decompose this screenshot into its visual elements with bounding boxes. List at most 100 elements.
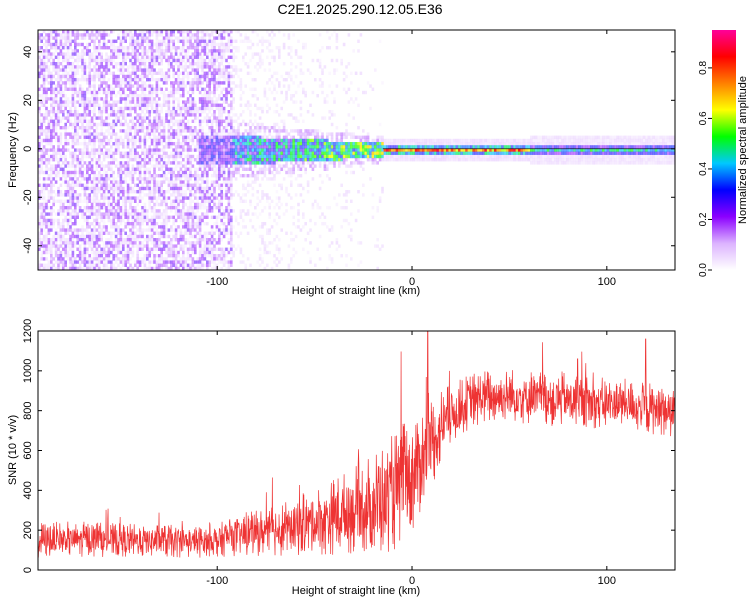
heatmap-cell — [148, 87, 151, 91]
heatmap-cell — [210, 33, 214, 37]
heatmap-cell — [232, 39, 235, 43]
heatmap-cell — [191, 222, 195, 226]
heatmap-cell — [110, 71, 113, 75]
heatmap-cell — [98, 62, 101, 66]
heatmap-cell — [66, 183, 70, 187]
heatmap-cell — [189, 183, 192, 187]
heatmap-cell — [146, 215, 149, 219]
heatmap-cell — [184, 212, 187, 216]
heatmap-cell — [208, 186, 211, 191]
heatmap-cell — [54, 250, 58, 255]
heatmap-cell — [220, 148, 223, 152]
heatmap-cell — [251, 87, 255, 91]
heatmap-cell — [210, 90, 214, 95]
heatmap-cell — [237, 74, 240, 79]
heatmap-cell — [119, 193, 123, 197]
heatmap-cell — [134, 132, 137, 136]
heatmap-cell — [160, 215, 163, 219]
heatmap-cell — [64, 250, 67, 255]
heatmap-cell — [76, 183, 79, 187]
heatmap-cell — [186, 110, 190, 114]
heatmap-cell — [143, 218, 147, 223]
heatmap-cell — [74, 148, 77, 152]
heatmap-cell — [148, 116, 151, 120]
heatmap-cell — [208, 148, 211, 152]
heatmap-cell — [64, 46, 67, 50]
heatmap-cell — [143, 180, 147, 184]
heatmap-cell — [182, 158, 185, 162]
heatmap-cell — [76, 81, 79, 85]
heatmap-cell — [126, 241, 130, 245]
heatmap-cell — [114, 74, 118, 79]
heatmap-cell — [81, 132, 84, 136]
heatmap-cell — [64, 177, 67, 181]
heatmap-cell — [47, 42, 51, 47]
heatmap-cell — [76, 238, 79, 242]
heatmap-cell — [172, 190, 175, 194]
heatmap-cell — [174, 238, 178, 242]
heatmap-cell — [256, 42, 259, 47]
heatmap-cell — [40, 58, 43, 63]
heatmap-cell — [131, 218, 135, 223]
heatmap-cell — [138, 30, 142, 34]
heatmap-cell — [64, 180, 67, 184]
heatmap-cell — [215, 225, 219, 229]
heatmap-cell — [201, 33, 204, 37]
heatmap-cell — [54, 244, 58, 248]
heatmap-cell — [230, 36, 233, 40]
heatmap-cell — [81, 254, 84, 258]
heatmap-cell — [136, 196, 139, 200]
heatmap-cell — [234, 215, 238, 219]
heatmap-cell — [206, 142, 209, 146]
heatmap-cell — [69, 42, 72, 47]
heatmap-cell — [198, 113, 202, 117]
heatmap-cell — [213, 164, 216, 168]
heatmap-cell — [167, 103, 171, 107]
heatmap-cell — [155, 52, 159, 56]
heatmap-cell — [112, 103, 115, 107]
heatmap-cell — [215, 49, 219, 53]
heatmap-cell — [57, 46, 60, 50]
heatmap-cell — [234, 148, 238, 152]
heatmap-cell — [208, 164, 211, 168]
heatmap-cell — [95, 158, 99, 162]
heatmap-cell — [189, 247, 192, 251]
heatmap-cell — [42, 55, 46, 59]
heatmap-cell — [57, 65, 60, 69]
heatmap-cell — [107, 129, 111, 133]
heatmap-cell — [237, 132, 240, 136]
heatmap-cell — [59, 42, 63, 47]
heatmap-cell — [162, 218, 166, 223]
heatmap-cell — [184, 126, 187, 130]
heatmap-cell — [119, 260, 123, 264]
heatmap-cell — [184, 30, 187, 34]
heatmap-cell — [136, 65, 139, 69]
heatmap-cell — [172, 260, 175, 264]
heatmap-cell — [237, 148, 240, 152]
heatmap-cell — [165, 244, 168, 248]
heatmap-cell — [158, 241, 161, 245]
heatmap-cell — [160, 33, 163, 37]
heatmap-cell — [86, 241, 89, 245]
heatmap-cell — [124, 103, 127, 107]
heatmap-cell — [251, 148, 255, 152]
heatmap-cell — [203, 87, 207, 91]
heatmap-cell — [40, 39, 43, 43]
heatmap-cell — [52, 199, 55, 203]
heatmap-cell — [78, 87, 82, 91]
heatmap-cell — [83, 218, 87, 223]
heatmap-cell — [177, 241, 180, 245]
heatmap-cell — [95, 36, 99, 40]
heatmap-cell — [186, 238, 190, 242]
heatmap-cell — [160, 110, 163, 114]
heatmap-cell — [146, 49, 149, 53]
heatmap-cell — [74, 158, 77, 162]
heatmap-cell — [162, 103, 166, 107]
heatmap-cell — [225, 90, 228, 95]
heatmap-cell — [112, 81, 115, 85]
heatmap-cell — [179, 94, 183, 98]
heatmap-cell — [54, 65, 58, 69]
heatmap-cell — [160, 68, 163, 72]
heatmap-cell — [141, 122, 144, 127]
heatmap-cell — [153, 71, 156, 75]
